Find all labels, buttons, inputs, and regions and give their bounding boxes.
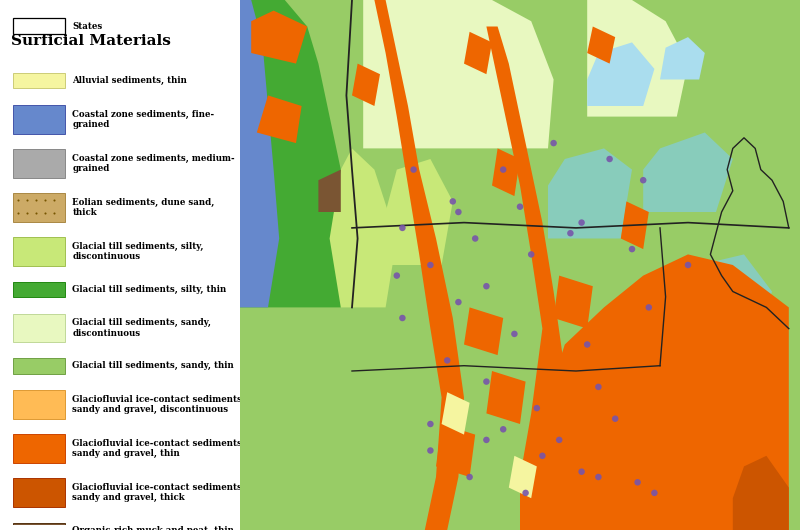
- Point: [508, 330, 521, 338]
- Point: [592, 473, 605, 481]
- Bar: [14, 281, 66, 297]
- Polygon shape: [733, 456, 789, 530]
- Polygon shape: [464, 32, 492, 74]
- Bar: [14, 523, 66, 530]
- Text: Surficial Materials: Surficial Materials: [11, 34, 171, 48]
- Point: [642, 303, 655, 312]
- Point: [592, 383, 605, 391]
- Bar: [14, 105, 66, 134]
- Bar: [14, 358, 66, 374]
- Bar: [14, 18, 66, 34]
- Text: States: States: [73, 22, 102, 31]
- Point: [407, 165, 420, 174]
- Polygon shape: [363, 0, 554, 148]
- Polygon shape: [240, 0, 352, 307]
- Polygon shape: [374, 0, 464, 530]
- Bar: [14, 73, 66, 89]
- Polygon shape: [621, 339, 660, 392]
- Polygon shape: [240, 0, 279, 307]
- Polygon shape: [330, 148, 397, 307]
- Polygon shape: [436, 424, 475, 477]
- Text: Alluvial sediments, thin: Alluvial sediments, thin: [73, 76, 187, 85]
- Polygon shape: [464, 307, 503, 355]
- Point: [480, 282, 493, 290]
- Text: Coastal zone sediments, fine-
grained: Coastal zone sediments, fine- grained: [73, 110, 214, 129]
- Point: [682, 261, 694, 269]
- Point: [631, 478, 644, 487]
- Polygon shape: [251, 11, 307, 64]
- Polygon shape: [257, 95, 302, 143]
- Point: [575, 467, 588, 476]
- Point: [469, 234, 482, 243]
- Polygon shape: [587, 26, 615, 64]
- Point: [514, 202, 526, 211]
- Point: [452, 298, 465, 306]
- Polygon shape: [352, 64, 380, 106]
- Polygon shape: [621, 201, 649, 249]
- Polygon shape: [587, 42, 654, 106]
- Text: Glacial till sediments, silty,
discontinuous: Glacial till sediments, silty, discontin…: [73, 242, 204, 261]
- Text: Glacial till sediments, silty, thin: Glacial till sediments, silty, thin: [73, 285, 226, 294]
- Polygon shape: [486, 371, 526, 424]
- Text: Organic-rich muck and peat, thin: Organic-rich muck and peat, thin: [73, 526, 234, 530]
- Point: [396, 224, 409, 232]
- Point: [452, 208, 465, 216]
- Bar: [14, 390, 66, 419]
- Polygon shape: [240, 0, 800, 530]
- Polygon shape: [660, 37, 705, 80]
- Point: [424, 446, 437, 455]
- Bar: [14, 479, 66, 507]
- Point: [564, 229, 577, 237]
- Point: [536, 452, 549, 460]
- Polygon shape: [554, 276, 593, 329]
- Bar: [14, 434, 66, 463]
- Polygon shape: [509, 456, 537, 498]
- Point: [547, 139, 560, 147]
- Point: [609, 414, 622, 423]
- Text: Glacial till sediments, sandy, thin: Glacial till sediments, sandy, thin: [73, 361, 234, 370]
- Polygon shape: [548, 148, 632, 238]
- Point: [648, 489, 661, 497]
- Polygon shape: [386, 159, 453, 265]
- Polygon shape: [520, 254, 789, 530]
- Text: Glaciofluvial ice-contact sediments,
sandy and gravel, thin: Glaciofluvial ice-contact sediments, san…: [73, 439, 246, 458]
- Polygon shape: [318, 170, 341, 212]
- Text: Coastal zone sediments, medium-
grained: Coastal zone sediments, medium- grained: [73, 154, 235, 173]
- Point: [390, 271, 403, 280]
- Point: [497, 165, 510, 174]
- Text: Eolian sediments, dune sand,
thick: Eolian sediments, dune sand, thick: [73, 198, 215, 217]
- Point: [603, 155, 616, 163]
- Point: [497, 425, 510, 434]
- Point: [519, 489, 532, 497]
- Polygon shape: [576, 371, 671, 450]
- Text: Glacial till sediments, sandy,
discontinuous: Glacial till sediments, sandy, discontin…: [73, 319, 211, 338]
- Point: [575, 218, 588, 227]
- Point: [463, 473, 476, 481]
- Point: [581, 340, 594, 349]
- Point: [396, 314, 409, 322]
- Text: Glaciofluvial ice-contact sediments,
sandy and gravel, discontinuous: Glaciofluvial ice-contact sediments, san…: [73, 395, 246, 414]
- Polygon shape: [587, 0, 688, 117]
- Point: [480, 436, 493, 444]
- Polygon shape: [492, 148, 520, 196]
- Bar: [14, 237, 66, 266]
- Point: [626, 245, 638, 253]
- Bar: [14, 314, 66, 342]
- Point: [525, 250, 538, 259]
- Point: [480, 377, 493, 386]
- Polygon shape: [442, 392, 470, 435]
- Text: Glaciofluvial ice-contact sediments,
sandy and gravel, thick: Glaciofluvial ice-contact sediments, san…: [73, 483, 246, 502]
- Polygon shape: [643, 132, 733, 212]
- Point: [530, 404, 543, 412]
- Polygon shape: [486, 26, 565, 530]
- Point: [446, 197, 459, 206]
- Bar: [14, 193, 66, 222]
- Point: [424, 261, 437, 269]
- Point: [553, 436, 566, 444]
- Point: [424, 420, 437, 428]
- Point: [441, 356, 454, 365]
- Point: [637, 176, 650, 184]
- Polygon shape: [677, 254, 772, 344]
- Bar: [14, 149, 66, 178]
